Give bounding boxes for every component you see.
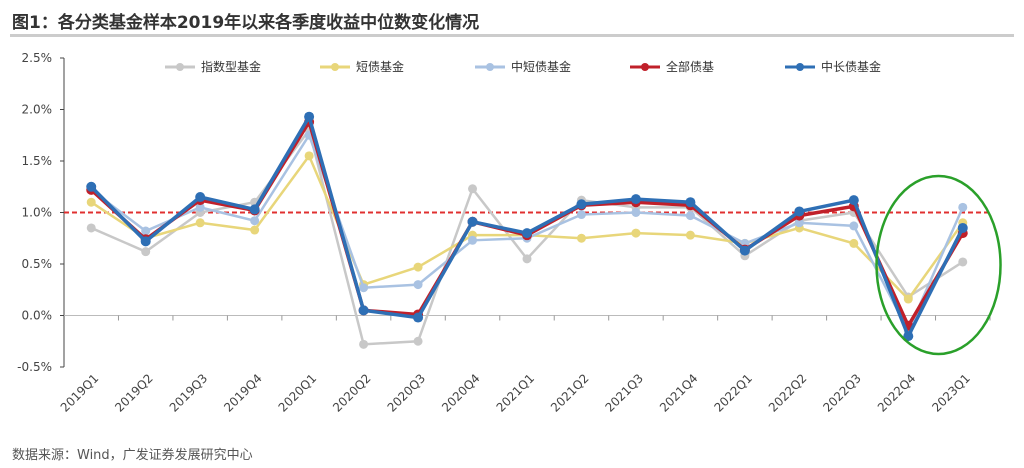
data-point [250,216,260,226]
highlight-ellipse [875,174,1002,356]
data-point [522,228,532,239]
data-point [576,233,586,243]
x-tick-label: 2020Q3 [385,371,429,415]
data-point [903,331,914,342]
y-tick-label: 2.5% [22,51,53,65]
x-tick-label: 2019Q3 [167,371,211,415]
data-point [413,312,424,323]
x-tick-label: 2019Q4 [221,371,265,415]
series-1 [86,151,968,304]
legend-marker [176,63,184,71]
x-tick-label: 2020Q2 [330,371,374,415]
x-tick-label: 2022Q1 [711,371,755,415]
data-point [413,336,423,346]
data-point [86,197,96,207]
legend-label: 中长债基金 [821,59,881,74]
data-point [903,294,913,304]
data-point [685,230,695,240]
data-point [141,226,151,236]
x-tick-label: 2021Q3 [602,371,646,415]
data-point [413,280,423,290]
data-point [195,202,205,212]
data-point [631,228,641,238]
legend-marker [331,63,339,71]
data-point [468,184,478,194]
data-point [86,223,96,233]
y-tick-label: 0.5% [22,257,53,271]
data-point [794,206,805,217]
source-note: 数据来源：Wind，广发证券发展研究中心 [12,448,253,463]
data-point [413,262,423,272]
data-point [358,305,369,316]
data-point [849,221,859,231]
x-tick-label: 2022Q4 [875,371,919,415]
x-tick-label: 2019Q1 [58,371,102,415]
x-tick-label: 2019Q2 [112,371,156,415]
data-point [522,254,532,264]
legend-marker [641,63,649,71]
data-point [86,181,97,192]
data-point [958,257,968,267]
data-point [195,192,206,203]
legend-label: 短债基金 [356,59,404,74]
data-point [739,245,750,256]
title-divider [10,34,1014,37]
x-tick-label: 2020Q4 [439,371,483,415]
data-point [576,210,586,220]
data-point [304,111,315,122]
data-point [794,218,804,228]
y-tick-label: 1.5% [22,154,53,168]
y-tick-label: -0.5% [17,360,52,374]
x-tick-label: 2022Q2 [766,371,810,415]
data-point [957,222,968,233]
data-point [359,339,369,349]
data-point [848,195,859,206]
data-point [849,238,859,248]
legend-label: 中短债基金 [511,59,571,74]
data-point [685,197,696,208]
data-point [249,204,260,215]
data-point [141,247,151,257]
legend-marker [486,63,494,71]
data-point [359,283,369,293]
data-point [958,202,968,212]
data-point [576,199,587,210]
x-tick-label: 2021Q2 [548,371,592,415]
y-tick-label: 2.0% [22,103,53,117]
data-point [140,236,151,247]
x-tick-label: 2022Q3 [820,371,864,415]
x-tick-label: 2023Q1 [929,371,973,415]
data-point [195,218,205,228]
legend-label: 全部债基 [666,59,714,74]
y-tick-label: 1.0% [22,206,53,220]
data-point [685,211,695,221]
chart-title: 图1：各分类基金样本2019年以来各季度收益中位数变化情况 [12,13,480,33]
line-chart: -0.5%0.0%0.5%1.0%1.5%2.0%2.5%2019Q1 2019Q… [17,51,1002,415]
x-tick-label: 2021Q4 [657,371,701,415]
x-tick-label: 2020Q1 [276,371,320,415]
series-line [90,153,964,301]
legend-label: 指数型基金 [201,59,261,74]
data-point [631,208,641,217]
x-tick-label: 2021Q1 [494,371,538,415]
data-point [630,194,641,205]
y-tick-label: 0.0% [22,309,53,323]
data-point [304,151,314,161]
data-point [468,235,478,245]
data-point [467,216,478,227]
legend-marker [796,63,804,71]
data-point [250,225,260,235]
series-4 [86,111,968,342]
